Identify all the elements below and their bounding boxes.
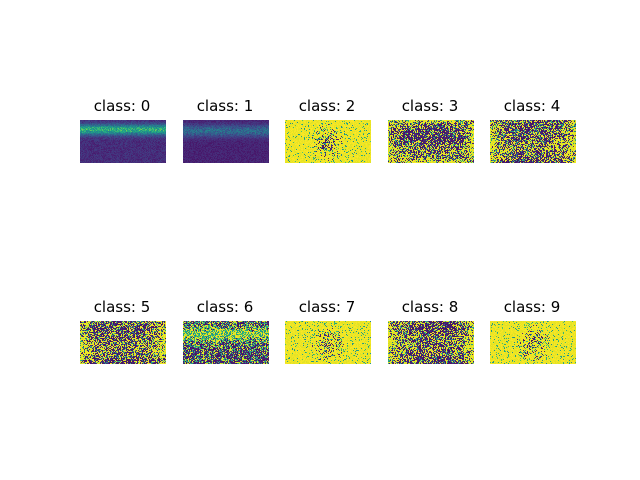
panel-title-8: class: 8 — [401, 298, 459, 316]
heatmap-panel-9 — [490, 321, 576, 364]
heatmap-image-4 — [490, 120, 576, 163]
panel-title-5: class: 5 — [93, 298, 151, 316]
heatmap-panel-8 — [388, 321, 474, 364]
heatmap-image-7 — [285, 321, 371, 364]
heatmap-image-0 — [80, 120, 166, 163]
heatmap-panel-3 — [388, 120, 474, 163]
heatmap-panel-6 — [183, 321, 269, 364]
heatmap-panel-1 — [183, 120, 269, 163]
heatmap-panel-7 — [285, 321, 371, 364]
heatmap-panel-0 — [80, 120, 166, 163]
heatmap-image-8 — [388, 321, 474, 364]
heatmap-panel-2 — [285, 120, 371, 163]
heatmap-image-5 — [80, 321, 166, 364]
heatmap-image-6 — [183, 321, 269, 364]
panel-title-9: class: 9 — [503, 298, 561, 316]
heatmap-image-1 — [183, 120, 269, 163]
heatmap-panel-5 — [80, 321, 166, 364]
panel-title-4: class: 4 — [503, 97, 561, 115]
heatmap-image-2 — [285, 120, 371, 163]
panel-title-7: class: 7 — [298, 298, 356, 316]
heatmap-image-9 — [490, 321, 576, 364]
panel-title-2: class: 2 — [298, 97, 356, 115]
panel-title-3: class: 3 — [401, 97, 459, 115]
panel-title-6: class: 6 — [196, 298, 254, 316]
heatmap-image-3 — [388, 120, 474, 163]
panel-title-0: class: 0 — [93, 97, 151, 115]
panel-title-1: class: 1 — [196, 97, 254, 115]
heatmap-panel-4 — [490, 120, 576, 163]
